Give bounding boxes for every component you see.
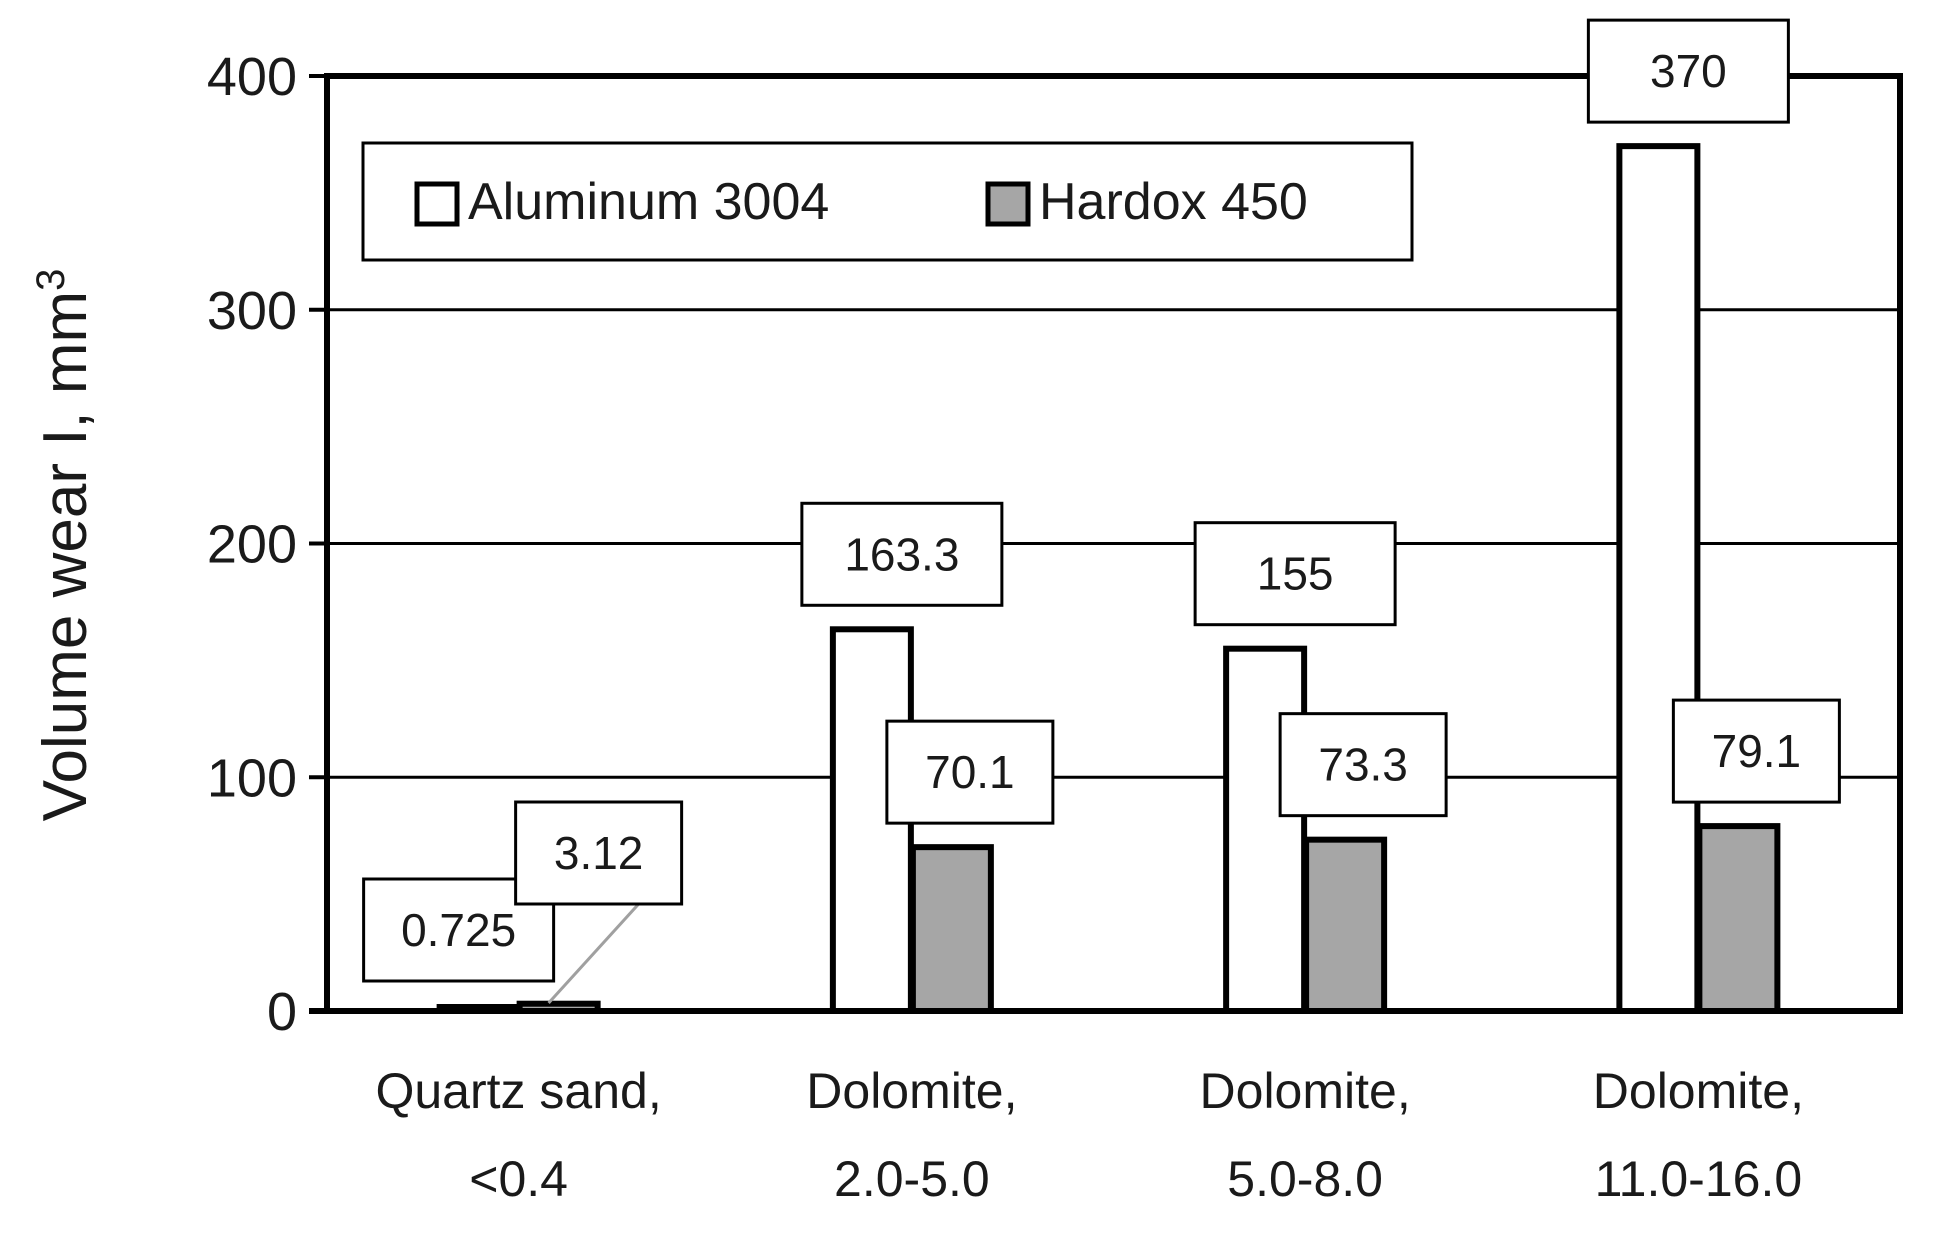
y-tick-label: 100 — [207, 748, 297, 808]
x-category-label-line: <0.4 — [469, 1151, 568, 1207]
data-label: 70.1 — [885, 719, 1055, 825]
data-label: 79.1 — [1671, 698, 1841, 804]
data-label-box — [1193, 521, 1397, 627]
data-label: 155 — [1193, 521, 1397, 627]
y-axis-title: Volume wear I, mm3 — [29, 269, 100, 822]
data-label-box — [514, 800, 684, 906]
data-label-text: 73.3 — [1318, 739, 1408, 791]
legend-label-aluminum: Aluminum 3004 — [468, 173, 829, 231]
y-axis-title-superscript: 3 — [29, 269, 73, 291]
bar-aluminum — [1223, 645, 1308, 1014]
data-label: 370 — [1586, 18, 1790, 124]
bar-hardox — [909, 844, 994, 1014]
data-label-box — [800, 501, 1004, 607]
data-labels: 0.725 3.12 163.3 70.1 155 73.3 370 79.1 — [362, 18, 1841, 983]
bar-aluminum — [1616, 143, 1701, 1014]
legend-swatch-hardox — [985, 181, 1031, 227]
x-category-label-line: Dolomite, — [1200, 1063, 1411, 1119]
y-tick-label: 300 — [207, 281, 297, 341]
legend-box — [361, 141, 1414, 262]
data-label-text: 155 — [1257, 548, 1334, 600]
x-category-label-line: Dolomite, — [1593, 1063, 1804, 1119]
x-category-label: Dolomite, 11.0-16.0 — [1593, 1063, 1804, 1207]
data-label-box — [1586, 18, 1790, 124]
bar-hardox — [1303, 836, 1388, 1014]
data-label-box — [885, 719, 1055, 825]
legend-label-hardox: Hardox 450 — [1039, 173, 1308, 231]
data-label-text: 163.3 — [844, 528, 959, 580]
x-category-label-line: Quartz sand, — [375, 1063, 661, 1119]
x-category-label-line: 2.0-5.0 — [834, 1151, 990, 1207]
data-label-text: 0.725 — [401, 904, 516, 956]
x-category-label-line: 11.0-16.0 — [1595, 1151, 1803, 1207]
leader-line — [547, 902, 640, 1005]
data-label: 163.3 — [800, 501, 1004, 607]
x-category-label: Dolomite, 5.0-8.0 — [1200, 1063, 1411, 1207]
data-label: 0.725 — [362, 877, 556, 983]
data-label-text: 3.12 — [554, 827, 644, 879]
x-category-label: Quartz sand, <0.4 — [375, 1063, 661, 1207]
leader-lines — [547, 902, 640, 1005]
legend: Aluminum 3004 Hardox 450 — [361, 141, 1414, 262]
data-label: 73.3 — [1278, 712, 1448, 818]
data-label: 3.12 — [514, 800, 684, 906]
bar-hardox — [1696, 823, 1781, 1015]
y-axis-title-text: Volume wear I, mm — [31, 291, 100, 822]
y-tick-label: 400 — [207, 47, 297, 107]
data-label-box — [1671, 698, 1841, 804]
y-axis-ticks: 0 100 200 300 400 — [207, 47, 327, 1042]
x-category-label-line: Dolomite, — [806, 1063, 1017, 1119]
y-tick-label: 200 — [207, 515, 297, 575]
x-category-label-line: 5.0-8.0 — [1227, 1151, 1383, 1207]
data-label-text: 79.1 — [1712, 725, 1802, 777]
y-tick-label: 0 — [267, 982, 297, 1042]
x-category-label: Dolomite, 2.0-5.0 — [806, 1063, 1017, 1207]
data-label-box — [1278, 712, 1448, 818]
legend-swatch-aluminum — [414, 181, 460, 227]
data-label-text: 370 — [1650, 45, 1727, 97]
data-label-text: 70.1 — [925, 746, 1015, 798]
